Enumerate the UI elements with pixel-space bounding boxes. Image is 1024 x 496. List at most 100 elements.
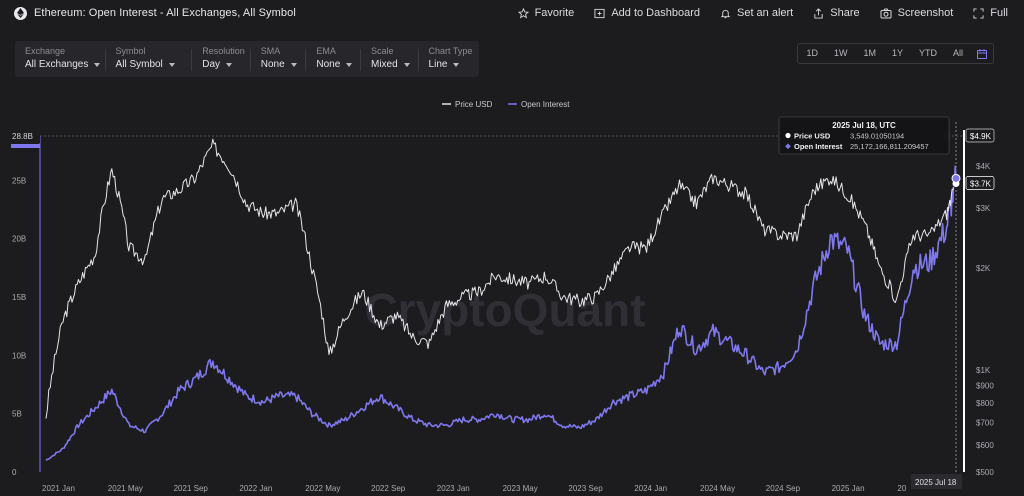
x-tick-label: 2024 Sep: [766, 484, 801, 493]
tooltip-dot-oi: [785, 143, 791, 150]
ema-select-value: None: [316, 59, 341, 70]
star-icon: [517, 7, 529, 18]
x-tick-label: 2021 Sep: [174, 484, 209, 493]
range-1d-button[interactable]: 1D: [806, 48, 818, 58]
price-tag-box: [965, 176, 995, 190]
symbol-select[interactable]: Symbol All Symbol: [106, 41, 193, 77]
page-title: Ethereum: Open Interest - All Exchanges,…: [34, 7, 296, 19]
exchange-select-label: Exchange: [25, 46, 66, 56]
screenshot-button[interactable]: Screenshot: [880, 7, 954, 19]
chevron-down-icon: [403, 62, 410, 67]
x-tick-label: 2024 May: [700, 484, 735, 493]
title-group: Ethereum: Open Interest - All Exchanges,…: [0, 6, 296, 20]
top-bar: Ethereum: Open Interest - All Exchanges,…: [0, 0, 1024, 26]
left-tick-label: 15B: [12, 293, 26, 302]
left-tick-label: 0: [12, 468, 17, 477]
right-tick-label: $700: [976, 418, 994, 427]
ema-select[interactable]: EMA None: [306, 41, 361, 77]
price-tag-label: $3.7K: [970, 179, 992, 188]
favorite-button[interactable]: Favorite: [517, 7, 575, 19]
fullscreen-button[interactable]: Full: [973, 7, 1008, 19]
left-max-label: 28.8B: [12, 132, 33, 141]
tooltip-name-oi: Open Interest: [794, 142, 843, 151]
tooltip-date: 2025 Jul 18, UTC: [832, 121, 896, 130]
x-tick-label: 2022 Jan: [239, 484, 272, 493]
right-tick-label: $800: [976, 399, 994, 408]
chevron-down-icon: [290, 62, 297, 67]
left-current-marker: [11, 144, 40, 148]
exchange-select-value: All Exchanges: [25, 59, 89, 70]
chevron-down-icon: [453, 62, 460, 67]
range-1w-button[interactable]: 1W: [833, 48, 848, 58]
calendar-icon: [977, 48, 987, 59]
x-tick-label: 2023 Sep: [568, 484, 603, 493]
tooltip-name-price: Price USD: [794, 132, 831, 141]
right-max-tag-box: [965, 128, 995, 143]
right-tick-label: $4K: [976, 162, 991, 171]
chevron-down-icon: [94, 62, 101, 67]
tooltip-value-price: 3,549.01050194: [850, 132, 904, 141]
sma-select-value: None: [260, 59, 285, 70]
tooltip-dot-price: [785, 132, 791, 139]
legend-label-price: Price USD: [455, 100, 493, 109]
range-ytd-button[interactable]: YTD: [918, 48, 937, 58]
legend-label-oi: Open Interest: [521, 100, 570, 109]
right-tick-label: $2K: [976, 264, 991, 273]
x-tick-label: 20: [897, 484, 906, 493]
exchange-select[interactable]: Exchange All Exchanges: [15, 41, 106, 77]
range-all-button[interactable]: All: [952, 48, 963, 58]
right-tick-label: $500: [976, 468, 994, 477]
left-tick-label: 20B: [12, 235, 26, 244]
x-tick-label: 2021 Jan: [42, 484, 75, 493]
symbol-select-value: All Symbol: [115, 59, 163, 70]
x-tick-label: 2022 Sep: [371, 484, 406, 493]
x-tick-label: 2023 May: [503, 484, 538, 493]
sma-select[interactable]: SMA None: [251, 41, 307, 77]
right-tick-label: $600: [976, 441, 994, 450]
x-tick-label: 2021 May: [108, 484, 143, 493]
left-tick-label: 10B: [12, 351, 26, 360]
series-line-price: [45, 138, 957, 419]
left-tick-label: 5B: [12, 410, 22, 419]
x-tick-label: 2023 Jan: [437, 484, 470, 493]
range-1y-button[interactable]: 1Y: [891, 48, 903, 58]
bell-icon: [720, 9, 731, 18]
chevron-down-icon: [168, 62, 175, 67]
right-tick-label: $900: [976, 381, 994, 390]
range-1m-button[interactable]: 1M: [863, 48, 876, 58]
calendar-button[interactable]: [971, 44, 993, 63]
range-selector: 1D 1W 1M 1Y YTD All: [797, 43, 994, 64]
share-button[interactable]: Share: [813, 7, 860, 19]
resolution-select-value: Day: [202, 59, 221, 70]
camera-icon: [880, 8, 892, 18]
scale-select[interactable]: Scale Mixed: [361, 41, 419, 77]
add-to-dashboard-label: Add to Dashboard: [611, 7, 700, 19]
watermark: CryptoQuant: [364, 284, 645, 336]
chart-type-select-label: Chart Type: [428, 46, 473, 56]
set-alert-button[interactable]: Set an alert: [720, 7, 793, 19]
series-line-open-interest: [45, 165, 957, 461]
ethereum-icon: [14, 6, 27, 20]
add-to-dashboard-button[interactable]: Add to Dashboard: [594, 7, 700, 19]
left-max-tag-bg: [11, 129, 40, 143]
favorite-label: Favorite: [534, 7, 575, 19]
right-tick-label: $1K: [976, 366, 991, 375]
screenshot-label: Screenshot: [897, 7, 954, 19]
chart-type-select[interactable]: Chart Type Line: [419, 41, 479, 77]
tooltip-box: [778, 116, 950, 155]
left-tick-label: 25B: [12, 176, 26, 185]
crosshair-date-label: 2025 Jul 18: [915, 478, 957, 487]
fullscreen-icon: [973, 7, 984, 19]
resolution-select[interactable]: Resolution Day: [192, 41, 251, 77]
crosshair-date-bg: [911, 474, 962, 489]
sma-select-label: SMA: [260, 46, 281, 56]
ema-select-label: EMA: [316, 46, 336, 56]
right-tick-label: $3K: [976, 204, 991, 213]
crosshair-point-oi: [951, 173, 961, 183]
chevron-down-icon: [346, 62, 353, 67]
x-tick-label: 2025 Jan: [832, 484, 865, 493]
share-label: Share: [830, 7, 860, 19]
right-max-label: $4.9K: [970, 132, 992, 141]
add-dashboard-icon: [594, 8, 605, 18]
